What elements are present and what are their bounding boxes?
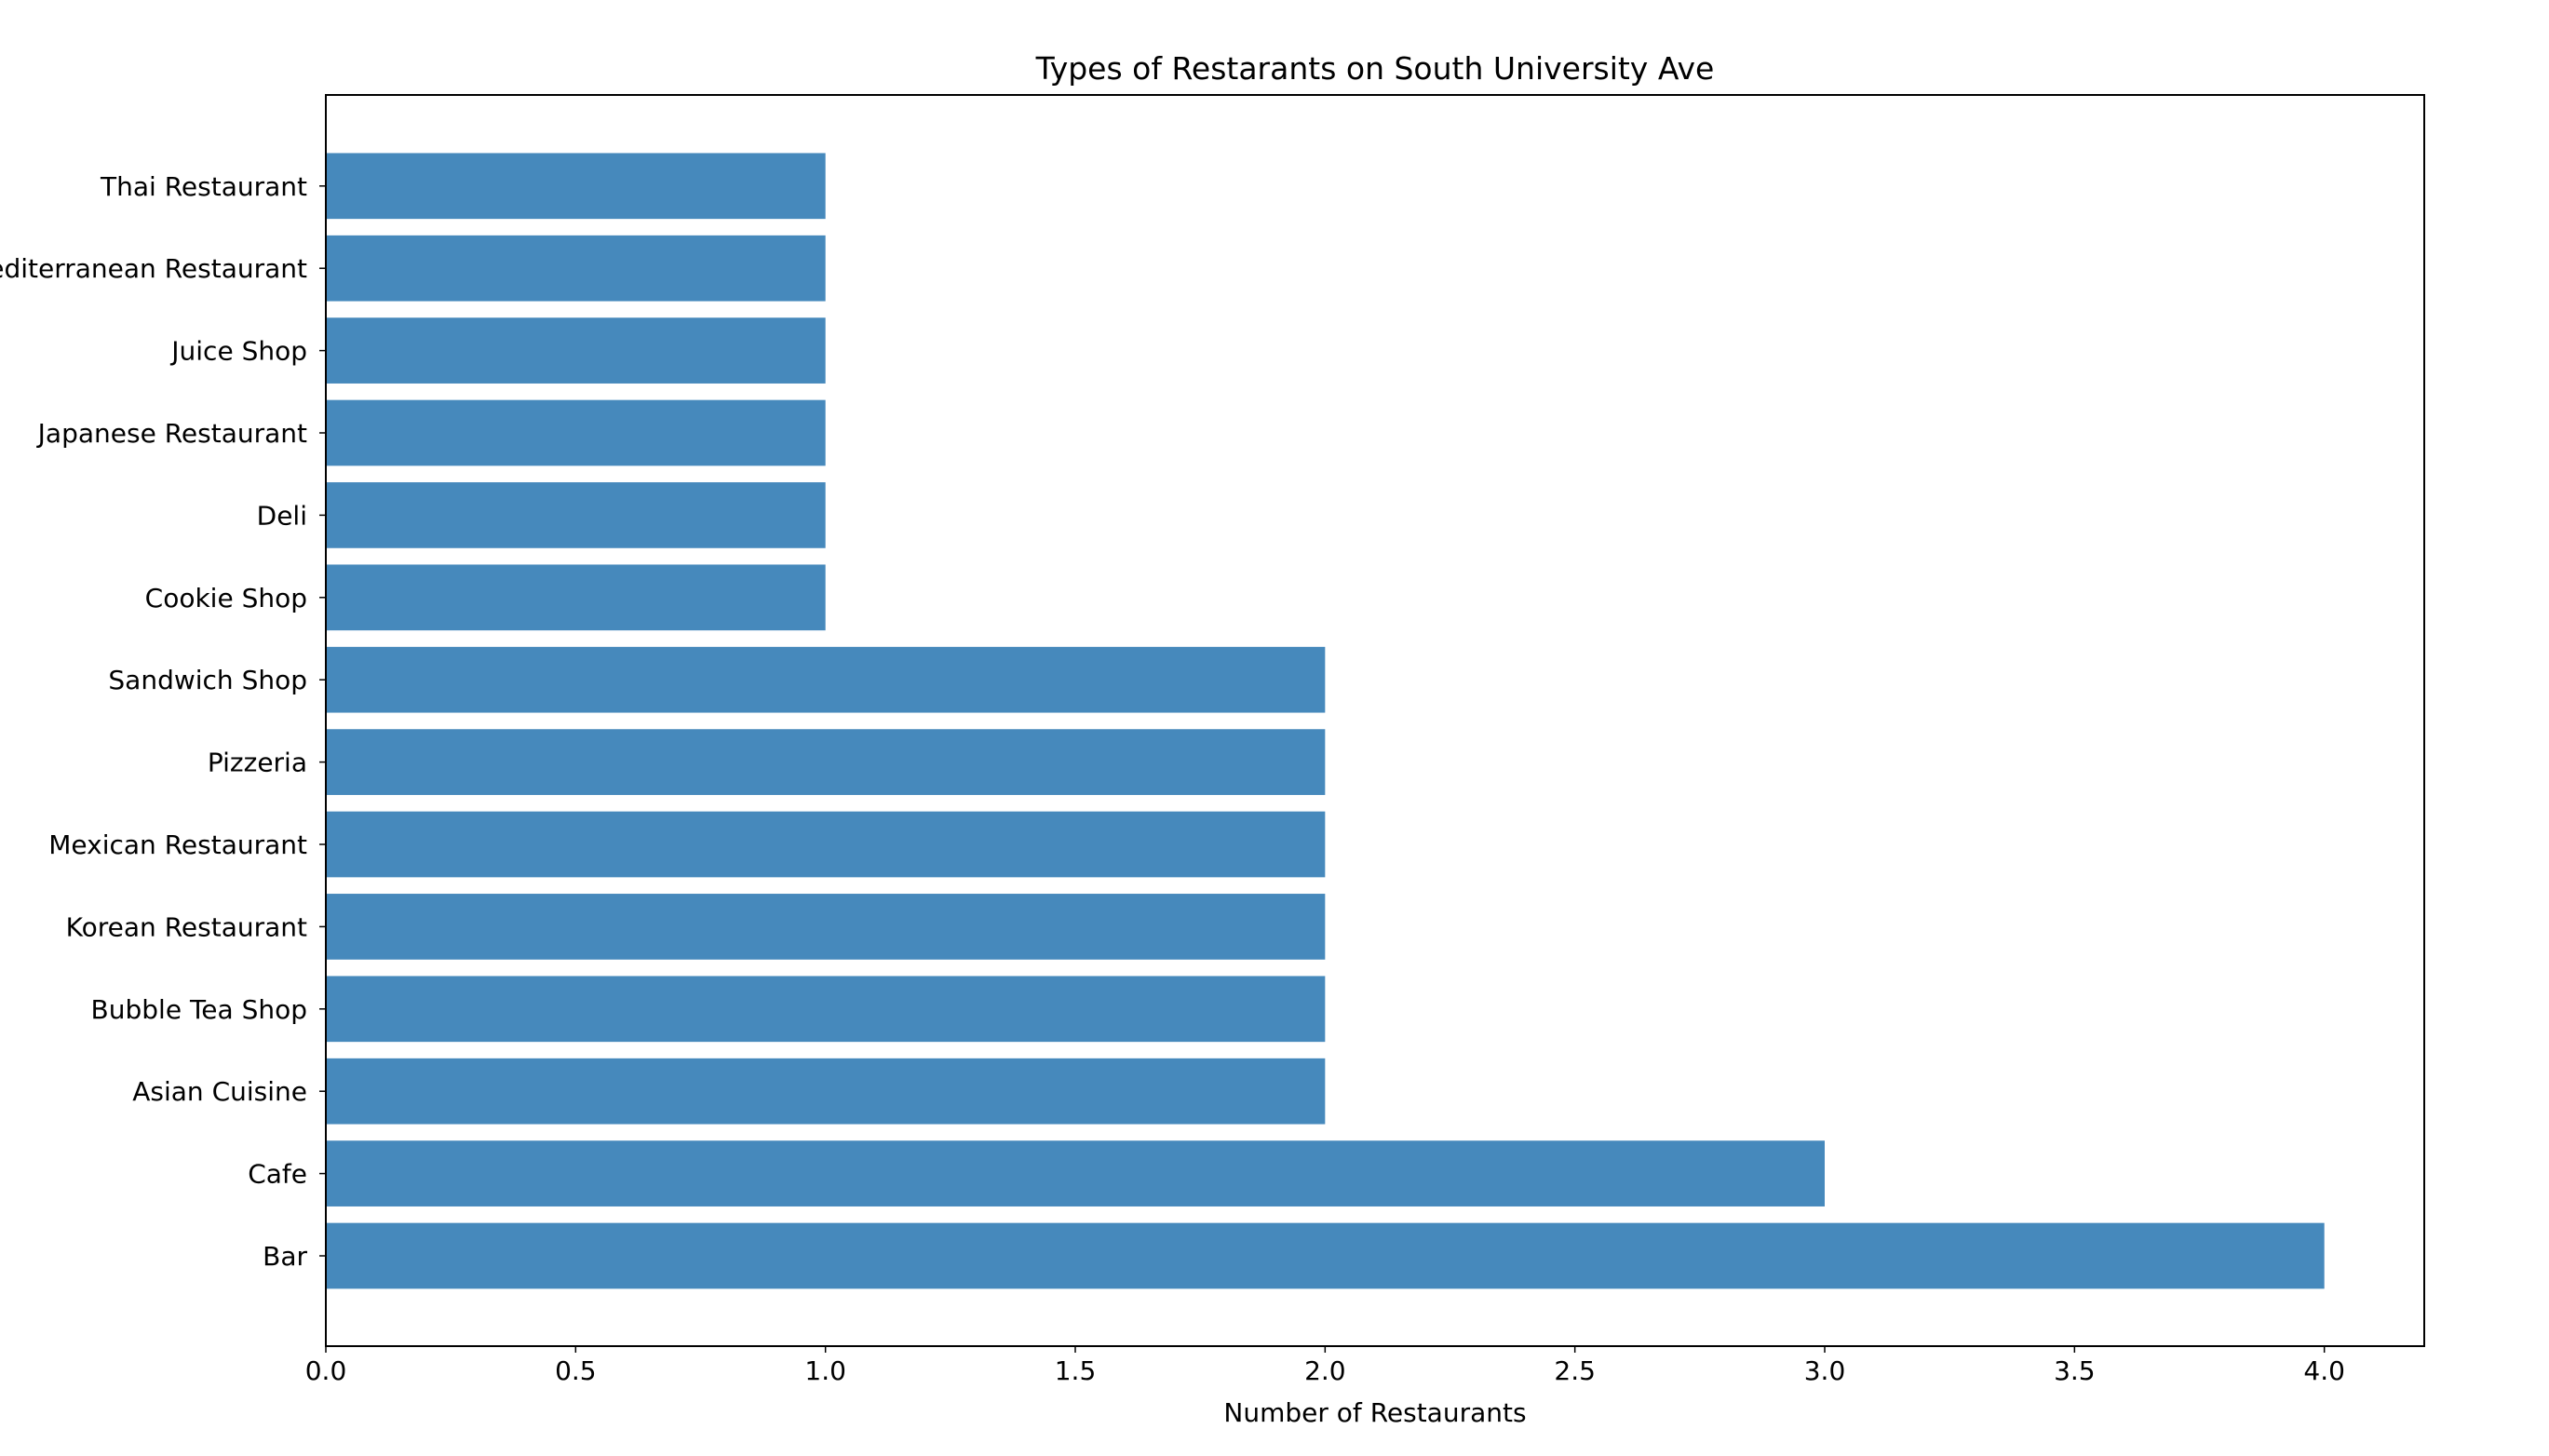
y-tick-label: Juice Shop (169, 336, 307, 367)
bar-asian-cuisine (326, 1058, 1326, 1125)
y-tick-label: Asian Cuisine (132, 1076, 307, 1107)
y-tick-label: Korean Restaurant (66, 911, 307, 942)
bar-bar (326, 1222, 2325, 1289)
x-tick-label: 3.0 (1804, 1355, 1846, 1386)
bar-mediterranean-restaurant (326, 235, 826, 302)
y-tick-label: Sandwich Shop (108, 665, 307, 695)
bar-japanese-restaurant (326, 399, 826, 466)
bar-juice-shop (326, 317, 826, 384)
bars-group (326, 153, 2325, 1289)
y-tick-label: Pizzeria (208, 748, 307, 778)
bar-cafe (326, 1140, 1825, 1207)
y-axis-ticks: Bar Cafe Asian Cuisine Bubble Tea Shop Kore… (0, 171, 326, 1272)
bar-mexican-restaurant (326, 811, 1326, 878)
x-tick-label: 0.5 (555, 1355, 597, 1386)
plot-area-frame (325, 94, 2425, 1347)
bar-sandwich-shop (326, 646, 1326, 713)
x-axis-ticks: 0.0 0.5 1.0 1.5 2.0 2.5 3.0 3.5 4.0 (305, 1346, 2345, 1386)
chart-title: Types of Restarants on South University … (1035, 50, 1715, 87)
y-tick-label: Bar (263, 1241, 307, 1272)
y-tick-label: Bubble Tea Shop (91, 994, 307, 1025)
bar-thai-restaurant (326, 153, 826, 220)
x-tick-label: 3.5 (2054, 1355, 2096, 1386)
x-tick-label: 4.0 (2303, 1355, 2345, 1386)
x-tick-label: 2.5 (1554, 1355, 1596, 1386)
y-tick-label: Cafe (248, 1159, 307, 1190)
y-tick-label: Mexican Restaurant (48, 829, 307, 860)
x-tick-label: 1.5 (1055, 1355, 1097, 1386)
bar-bubble-tea-shop (326, 976, 1326, 1043)
y-tick-label: Mediterranean Restaurant (0, 253, 307, 284)
bar-pizzeria (326, 729, 1326, 795)
x-axis-label: Number of Restaurants (1223, 1397, 1526, 1428)
bar-cookie-shop (326, 564, 826, 631)
x-tick-label: 0.0 (305, 1355, 347, 1386)
x-tick-label: 1.0 (804, 1355, 846, 1386)
y-tick-label: Deli (257, 500, 307, 531)
bar-korean-restaurant (326, 894, 1326, 960)
y-tick-label: Japanese Restaurant (36, 418, 307, 449)
bar-deli (326, 482, 826, 548)
y-tick-label: Cookie Shop (145, 583, 307, 613)
y-tick-label: Thai Restaurant (100, 171, 307, 202)
x-tick-label: 2.0 (1304, 1355, 1346, 1386)
